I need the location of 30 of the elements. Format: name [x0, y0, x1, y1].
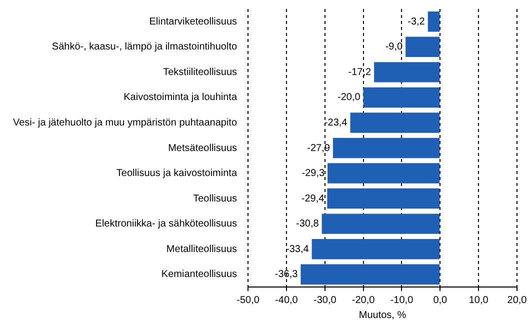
data-label: -3,2	[408, 16, 426, 28]
y-tick-label: Teollisuus ja kaivostoiminta	[116, 168, 238, 180]
y-tick-label: Sähkö-, kaasu-, lämpö ja ilmastointihuolto	[52, 42, 238, 53]
y-tick-label: Elintarviketeollisuus	[149, 16, 238, 28]
x-tick-label: -10,0	[390, 294, 414, 306]
x-tick-label: -30,0	[313, 294, 337, 306]
x-axis-title: Muutos, %	[358, 310, 406, 321]
y-tick-label: Vesi- ja jätehuolto ja muu ympäristön puhtaanapito	[12, 117, 238, 128]
y-tick-label: Elektroniikka- ja sähköteollisuus	[95, 218, 238, 230]
data-label: -17,2	[348, 66, 372, 78]
data-label: -29,3	[302, 168, 325, 180]
y-tick-label: Teollisuus	[193, 193, 238, 204]
x-tick-label: -40,0	[275, 294, 298, 306]
y-tick-label: Metalliteollisuus	[166, 244, 238, 255]
data-label: -23,4	[324, 117, 348, 128]
data-label: -33,4	[286, 244, 310, 255]
data-label: -20,0	[338, 92, 361, 104]
x-tick-label: -50,0	[236, 294, 260, 306]
y-tick-label: Tekstiiliteollisuus	[163, 66, 238, 78]
y-tick-label: Metsäteollisuus	[168, 142, 238, 154]
x-tick-label: 20,0	[507, 294, 528, 306]
x-tick-label: 0,0	[433, 294, 448, 306]
x-tick-label: 10,0	[468, 294, 489, 306]
data-label: -36,3	[274, 269, 298, 280]
y-tick-label: Kemianteollisuus	[161, 269, 238, 280]
data-label: -29,4	[301, 193, 325, 204]
data-label: -30,8	[296, 218, 320, 230]
x-tick-label: -20,0	[352, 294, 376, 306]
data-label: -27,9	[307, 142, 330, 154]
y-tick-label: Kaivostoiminta ja louhinta	[124, 92, 238, 104]
